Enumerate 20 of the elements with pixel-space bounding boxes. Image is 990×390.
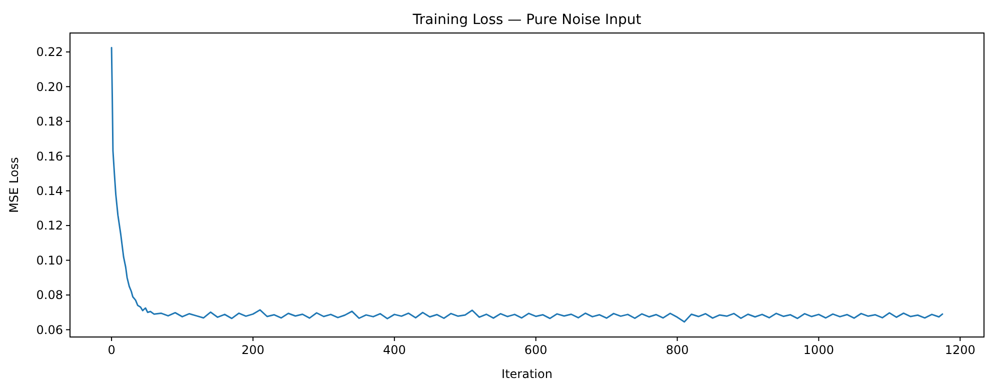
x-tick-label: 1200 [944, 343, 976, 357]
y-tick-label: 0.14 [36, 184, 63, 198]
chart-title: Training Loss — Pure Noise Input [412, 12, 642, 28]
y-tick-label: 0.22 [36, 45, 63, 60]
y-tick-label: 0.20 [36, 80, 63, 94]
y-tick-label: 0.08 [36, 288, 63, 302]
y-axis-title: MSE Loss [7, 157, 21, 213]
line-series [110, 46, 944, 323]
x-tick-label: 1000 [803, 343, 834, 357]
y-tick-label: 0.12 [36, 218, 63, 233]
y-tick-label: 0.10 [36, 253, 63, 268]
x-tick-label: 400 [382, 343, 406, 357]
y-tick-label: 0.06 [36, 322, 63, 337]
x-tick-label: 200 [242, 343, 264, 357]
x-axis-title: Iteration [502, 367, 552, 381]
x-tick-label: 600 [524, 343, 548, 357]
y-tick-label: 0.16 [36, 149, 63, 164]
y-tick-label: 0.18 [36, 114, 63, 129]
x-tick-label: 0 [108, 343, 116, 357]
x-tick-label: 800 [666, 343, 689, 357]
